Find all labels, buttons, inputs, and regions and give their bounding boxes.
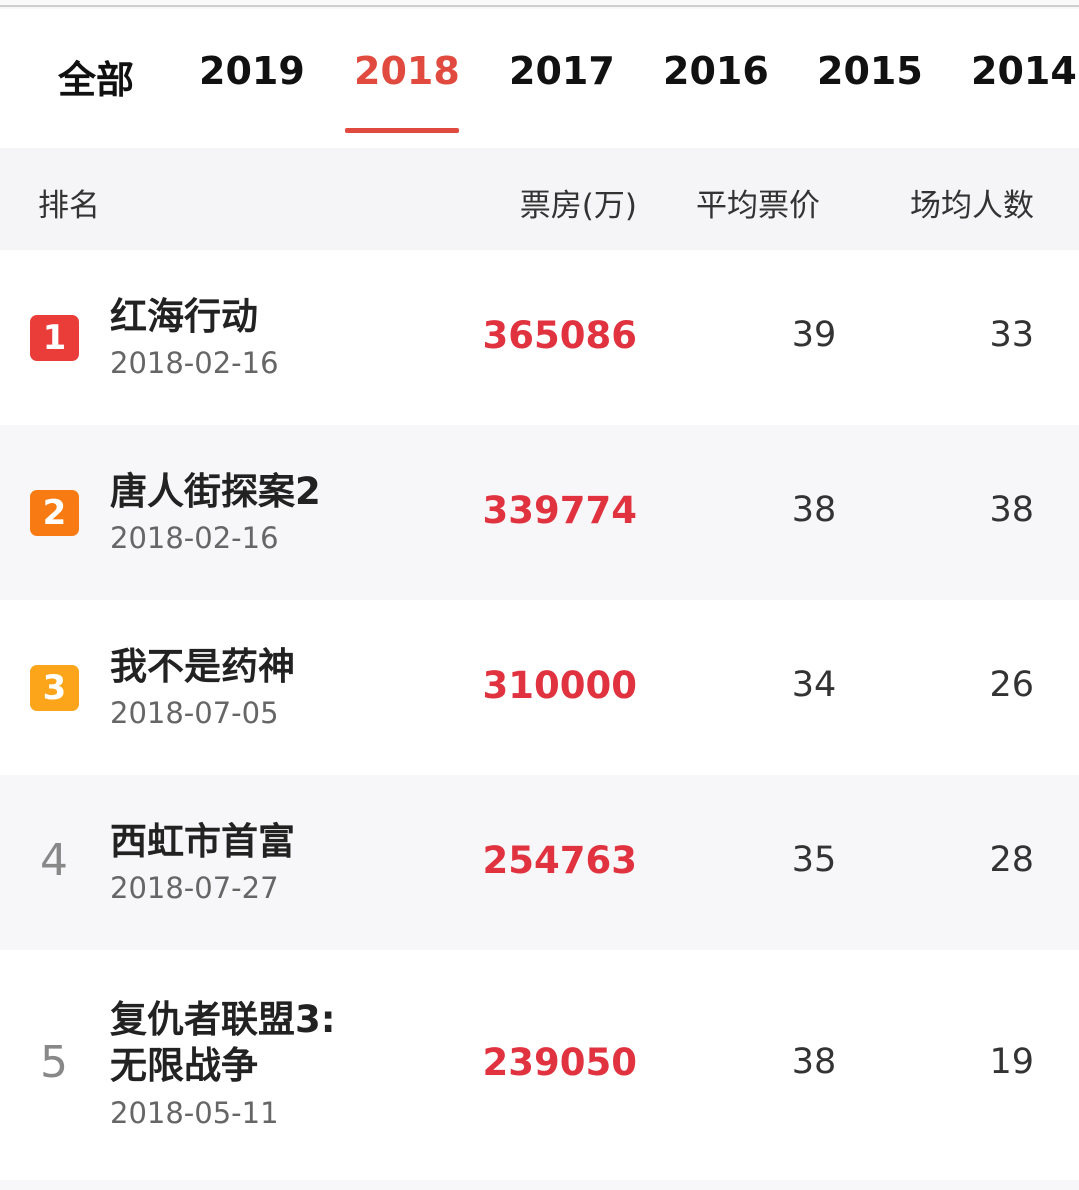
- tab-2016[interactable]: 2016: [663, 49, 769, 93]
- box-office-value: 365086: [482, 313, 637, 357]
- avg-audience-value: 33: [989, 314, 1034, 355]
- avg-audience-value: 26: [989, 664, 1034, 705]
- tab-2015[interactable]: 2015: [817, 49, 923, 93]
- box-office-value: 254763: [482, 838, 637, 882]
- avg-price-value: 38: [791, 489, 837, 530]
- release-date: 2018-05-11: [110, 1096, 279, 1130]
- movie-title[interactable]: 复仇者联盟3:: [110, 998, 336, 1041]
- table-row[interactable]: 2 唐人街探案2 2018-02-16 339774 38 38: [0, 425, 1079, 600]
- table-row[interactable]: 4 西虹市首富 2018-07-27 254763 35 28: [0, 775, 1079, 950]
- top-divider: [0, 0, 1079, 7]
- release-date: 2018-02-16: [110, 521, 279, 555]
- movie-title[interactable]: 西虹市首富: [110, 820, 295, 863]
- active-tab-indicator: [345, 128, 459, 133]
- table-row[interactable]: 1 红海行动 2018-02-16 365086 39 33: [0, 250, 1079, 425]
- header-rank: 排名: [38, 188, 100, 224]
- rank-badge: 2: [30, 489, 79, 536]
- box-office-value: 339774: [482, 488, 637, 532]
- tab-all[interactable]: 全部: [58, 58, 135, 102]
- header-avg-audience[interactable]: 场均人数: [910, 188, 1034, 224]
- header-avg-price[interactable]: 平均票价: [696, 188, 820, 224]
- table-row[interactable]: 5 复仇者联盟3: 无限战争 2018-05-11 239050 38 19: [0, 950, 1079, 1180]
- box-office-value: 239050: [482, 1041, 637, 1084]
- tab-2017[interactable]: 2017: [509, 49, 615, 93]
- avg-price-value: 34: [791, 664, 837, 705]
- avg-price-value: 35: [791, 839, 837, 880]
- avg-audience-value: 38: [989, 489, 1034, 530]
- year-tabs: 全部 2019 2018 2017 2016 2015 2014: [0, 9, 1079, 148]
- avg-price-value: 39: [791, 314, 837, 355]
- avg-audience-value: 28: [989, 839, 1034, 880]
- avg-audience-value: 19: [989, 1042, 1034, 1082]
- tab-2019[interactable]: 2019: [199, 49, 305, 93]
- movie-title[interactable]: 我不是药神: [110, 645, 295, 688]
- movie-title[interactable]: 红海行动: [110, 295, 258, 338]
- tab-2018[interactable]: 2018: [354, 49, 460, 93]
- rank-badge: 1: [30, 314, 79, 361]
- box-office-value: 310000: [482, 663, 637, 707]
- release-date: 2018-02-16: [110, 346, 279, 380]
- header-box-office[interactable]: 票房(万): [519, 188, 637, 224]
- rank-number: 5: [40, 1037, 68, 1088]
- movie-title[interactable]: 唐人街探案2: [110, 470, 321, 513]
- release-date: 2018-07-27: [110, 871, 279, 905]
- tab-2014[interactable]: 2014: [971, 49, 1077, 93]
- avg-price-value: 38: [791, 1042, 837, 1082]
- rank-badge: 3: [30, 664, 79, 711]
- rank-number: 4: [40, 834, 68, 886]
- table-row[interactable]: 3 我不是药神 2018-07-05 310000 34 26: [0, 600, 1079, 775]
- table-header: 排名 票房(万) 平均票价 场均人数: [0, 148, 1079, 250]
- movie-title-line2[interactable]: 无限战争: [110, 1044, 258, 1087]
- release-date: 2018-07-05: [110, 696, 279, 730]
